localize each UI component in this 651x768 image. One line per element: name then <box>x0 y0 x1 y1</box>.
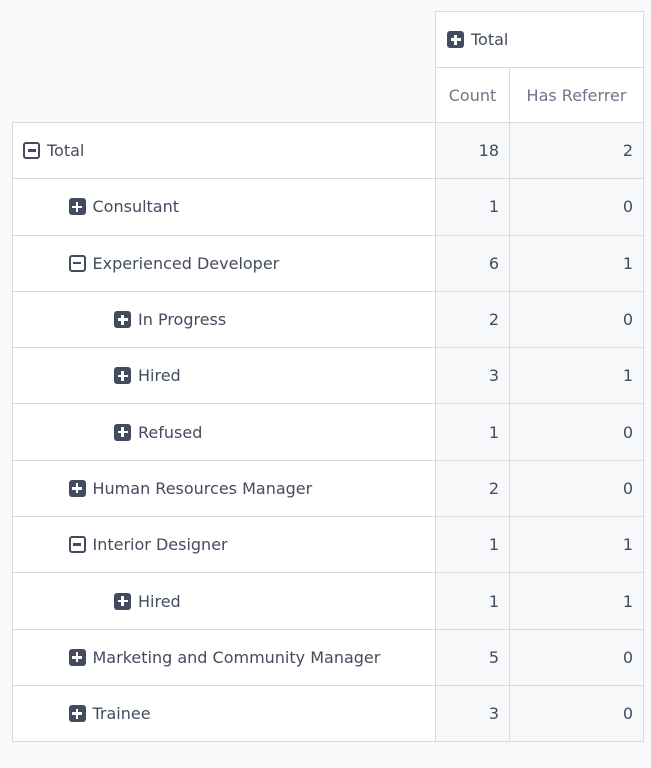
count-value-cell: 1 <box>435 516 510 574</box>
has-referrer-value-cell: 1 <box>509 516 644 574</box>
row-label: Human Resources Manager <box>92 478 313 498</box>
minus-square-icon <box>68 254 86 272</box>
pivot-row: Experienced Developer 6 1 <box>12 234 644 292</box>
plus-square-icon <box>447 31 464 48</box>
plus-square-icon <box>114 367 131 385</box>
row-label: Experienced Developer <box>92 253 280 273</box>
plus-square-icon <box>68 648 86 666</box>
row-header-cell[interactable]: Consultant <box>12 178 436 236</box>
row-label: In Progress <box>138 310 227 330</box>
row-label: Hired <box>138 591 181 611</box>
row-header-cell[interactable]: Marketing and Community Manager <box>12 628 436 686</box>
pivot-row: Trainee 3 0 <box>12 684 644 743</box>
row-header-cell[interactable]: Trainee <box>12 684 436 743</box>
column-group-row: Total <box>13 11 644 68</box>
row-header-cell[interactable]: Refused <box>12 403 436 461</box>
has-referrer-value-cell: 0 <box>509 290 644 349</box>
row-header-cell[interactable]: Interior Designer <box>12 516 436 574</box>
pivot-row: Total 18 2 <box>12 121 644 180</box>
pivot-row: In Progress 2 0 <box>12 290 644 349</box>
pivot-row: Human Resources Manager 2 0 <box>12 459 644 518</box>
column-group-label: Total <box>471 30 509 49</box>
pivot-row: Hired 1 1 <box>12 572 644 630</box>
row-label: Refused <box>138 422 203 442</box>
count-value-cell: 1 <box>435 178 510 236</box>
top-left-spacer <box>13 12 436 68</box>
pivot-row: Marketing and Community Manager 5 0 <box>12 628 644 686</box>
row-label: Consultant <box>92 197 180 217</box>
has-referrer-value-cell: 1 <box>509 347 644 405</box>
has-referrer-value-cell: 1 <box>509 234 644 292</box>
row-label: Hired <box>138 366 181 386</box>
plus-square-icon <box>68 479 86 497</box>
pivot-page: { "colors": { "text_dark": "#434b5e", "t… <box>0 11 651 768</box>
row-label: Total <box>47 141 85 161</box>
row-header-cell[interactable]: Experienced Developer <box>12 234 436 292</box>
count-value-cell: 3 <box>435 684 510 743</box>
row-header-cell[interactable]: In Progress <box>12 290 436 349</box>
has-referrer-value-cell: 2 <box>509 121 644 180</box>
row-header-cell[interactable]: Total <box>12 121 436 180</box>
pivot-row: Hired 3 1 <box>12 347 644 405</box>
minus-square-icon <box>23 142 40 160</box>
has-referrer-value-cell: 1 <box>509 572 644 630</box>
plus-square-icon <box>114 311 131 329</box>
pivot-table: Total Count Has Referrer Total 18 2 Cons… <box>12 11 644 743</box>
minus-square-icon <box>68 536 86 554</box>
pivot-row: Interior Designer 1 1 <box>12 516 644 574</box>
count-value-cell: 2 <box>435 290 510 349</box>
measure-row: Count Has Referrer <box>13 67 644 123</box>
pivot-header: Total Count Has Referrer <box>13 11 644 123</box>
has-referrer-value-cell: 0 <box>509 628 644 686</box>
plus-square-icon <box>68 198 86 216</box>
count-value-cell: 6 <box>435 234 510 292</box>
has-referrer-value-cell: 0 <box>509 178 644 236</box>
column-group-total[interactable]: Total <box>435 11 644 68</box>
count-value-cell: 1 <box>435 403 510 461</box>
pivot-body: Total 18 2 Consultant 1 0 Experienced De… <box>12 121 644 743</box>
row-header-cell[interactable]: Human Resources Manager <box>12 459 436 518</box>
row-label: Interior Designer <box>92 535 228 555</box>
row-label: Marketing and Community Manager <box>92 647 381 667</box>
count-value-cell: 5 <box>435 628 510 686</box>
has-referrer-value-cell: 0 <box>509 459 644 518</box>
pivot-row: Refused 1 0 <box>12 403 644 461</box>
plus-square-icon <box>114 423 131 441</box>
measure-has-referrer[interactable]: Has Referrer <box>509 67 644 123</box>
count-value-cell: 1 <box>435 572 510 630</box>
measure-count[interactable]: Count <box>435 67 510 123</box>
has-referrer-value-cell: 0 <box>509 403 644 461</box>
has-referrer-value-cell: 0 <box>509 684 644 743</box>
count-value-cell: 2 <box>435 459 510 518</box>
row-label: Trainee <box>92 704 151 724</box>
row-header-cell[interactable]: Hired <box>12 572 436 630</box>
count-value-cell: 18 <box>435 121 510 180</box>
pivot-row: Consultant 1 0 <box>12 178 644 236</box>
measure-row-spacer <box>13 68 436 123</box>
plus-square-icon <box>68 705 86 723</box>
count-value-cell: 3 <box>435 347 510 405</box>
row-header-cell[interactable]: Hired <box>12 347 436 405</box>
plus-square-icon <box>114 592 131 610</box>
